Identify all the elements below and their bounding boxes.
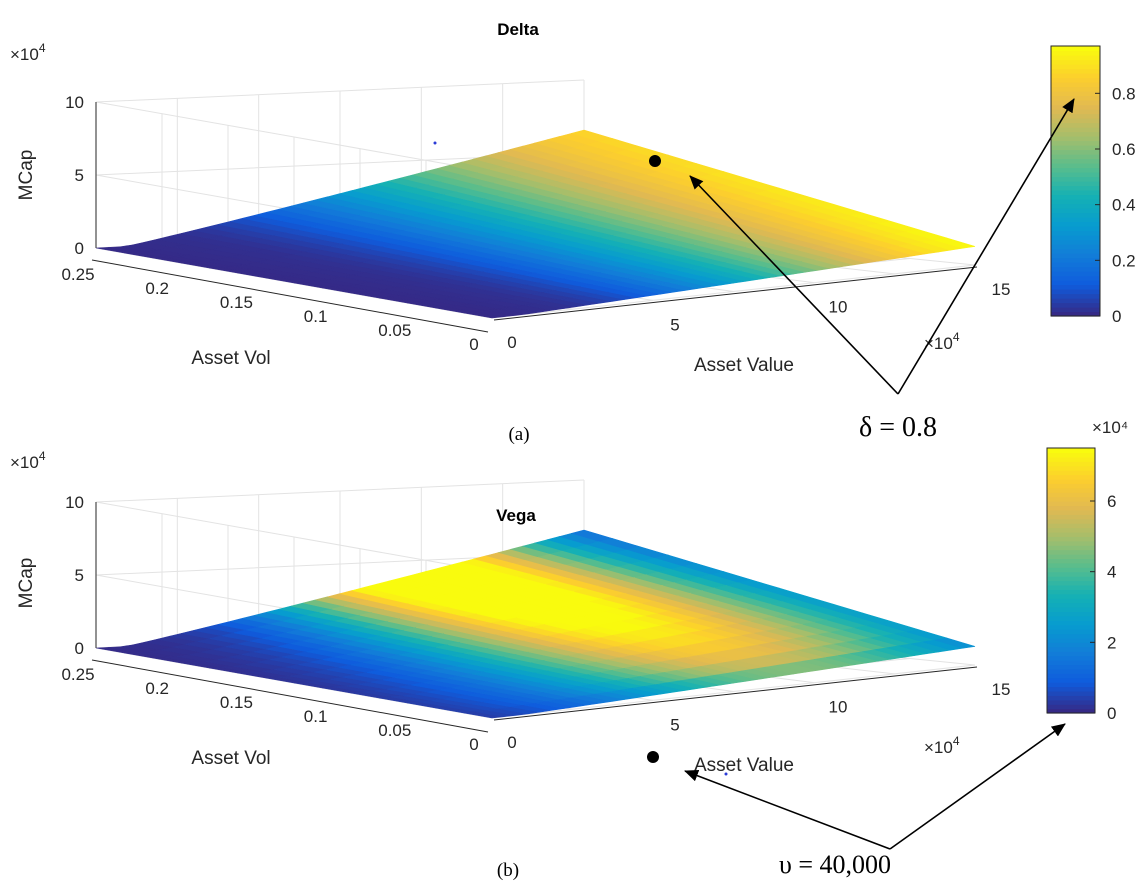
z-multiplier: ×104	[10, 449, 46, 472]
x-axis-label: Asset Value	[694, 755, 794, 776]
x-tick-label: 15	[992, 280, 1011, 299]
y-axis-label: Asset Vol	[191, 748, 270, 769]
marked-point	[647, 751, 659, 763]
z-tick-label: 10	[65, 93, 84, 112]
annotation-arrow	[897, 98, 1075, 395]
annotation-arrow	[889, 723, 1066, 850]
z-multiplier: ×104	[10, 41, 46, 64]
annotation-label: υ = 40,000	[779, 850, 891, 879]
y-tick-label: 0.15	[220, 693, 253, 712]
x-tick-label: 0	[507, 733, 516, 752]
colorbar-tick-label: 0	[1107, 704, 1116, 723]
x-tick-label: 0	[507, 333, 516, 352]
x-tick-label: 5	[670, 715, 679, 734]
y-tick-label: 0.05	[378, 321, 411, 340]
annotation-label: δ = 0.8	[859, 412, 937, 443]
colorbar-tick-label: 0.2	[1112, 251, 1136, 270]
z-axis-label: MCap	[16, 558, 37, 609]
marked-point	[649, 155, 661, 167]
colorbar-exponent: ×10⁴	[1092, 418, 1128, 437]
y-tick-label: 0.2	[145, 279, 169, 298]
z-tick-label: 5	[75, 566, 84, 585]
y-tick-label: 0.2	[145, 679, 169, 698]
y-tick-label: 0.1	[304, 307, 328, 326]
y-tick-label: 0.05	[378, 721, 411, 740]
y-tick-label: 0	[469, 335, 478, 354]
colorbar-tick-label: 0	[1112, 307, 1121, 326]
colorbar: 0 0.2 0.4 0.6 0.8	[1050, 45, 1136, 326]
stray-point	[433, 141, 437, 145]
annotation-arrow	[689, 175, 899, 395]
surface	[95, 529, 976, 719]
z-tick-label: 0	[75, 239, 84, 258]
y-tick-label: 0	[469, 735, 478, 754]
axis-lines	[91, 102, 978, 333]
x-multiplier: ×104	[924, 734, 960, 757]
colorbar-tick-label: 0.8	[1112, 84, 1136, 103]
stray-point	[724, 772, 728, 776]
z-tick-label: 5	[75, 166, 84, 185]
z-tick-label: 0	[75, 639, 84, 658]
y-tick-label: 0.25	[61, 265, 94, 284]
axis-lines	[91, 502, 978, 733]
colorbar-tick-label: 0.4	[1112, 196, 1136, 215]
chart-title: Delta	[497, 20, 539, 39]
colorbar-tick-label: 6	[1107, 492, 1116, 511]
y-tick-label: 0.1	[304, 707, 328, 726]
surface	[95, 129, 976, 319]
y-tick-label: 0.15	[220, 293, 253, 312]
y-tick-label: 0.25	[61, 665, 94, 684]
x-tick-label: 10	[829, 698, 848, 717]
annotation-arrow	[684, 770, 891, 850]
colorbar-tick-label: 4	[1107, 563, 1116, 582]
panel-b: 0 5 10 ×104 0.25 0.2 0.15 0.1 0.05 0 0 5 10 15 ×104 MCa…	[10, 418, 1128, 881]
y-axis-label: Asset Vol	[191, 348, 270, 369]
colorbar-tick-label: 2	[1107, 633, 1116, 652]
x-axis-label: Asset Value	[694, 355, 794, 376]
x-tick-label: 15	[992, 680, 1011, 699]
z-tick-label: 10	[65, 493, 84, 512]
chart-title: Vega	[496, 506, 536, 525]
colorbar-tick-label: 0.6	[1112, 140, 1136, 159]
colorbar: 0 2 4 6 ×10⁴	[1046, 418, 1128, 723]
z-axis-label: MCap	[16, 150, 37, 201]
x-tick-label: 5	[670, 315, 679, 334]
panel-caption: (a)	[508, 424, 529, 445]
x-tick-label: 10	[829, 298, 848, 317]
panel-caption: (b)	[497, 860, 519, 881]
